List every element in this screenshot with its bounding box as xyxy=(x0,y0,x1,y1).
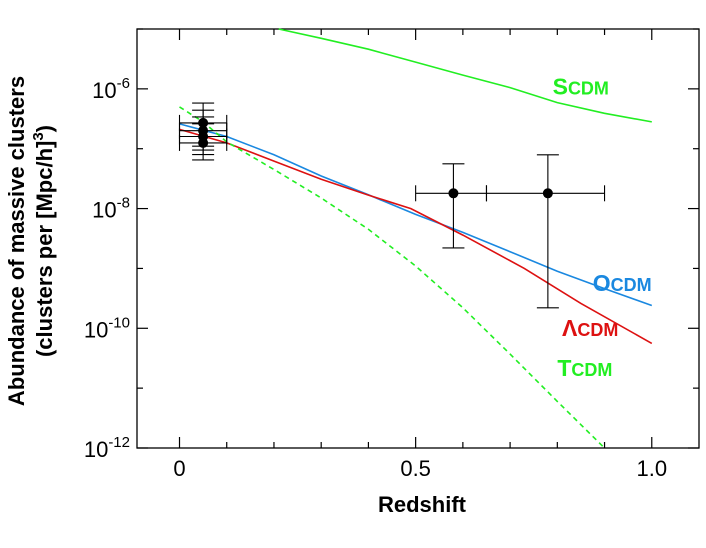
series-label-tcdm: TCDM xyxy=(557,355,612,381)
x-axis-title: Redshift xyxy=(378,492,467,517)
data-point xyxy=(198,137,209,148)
series-label-cdm: ΛCDM xyxy=(562,315,618,341)
x-tick-label: 0.5 xyxy=(400,456,431,481)
x-tick-label: 0 xyxy=(173,456,185,481)
y-tick-label: 10-6 xyxy=(92,75,130,103)
y-axis-title-line1: Abundance of massive clusters xyxy=(4,76,29,406)
series-line-ocdm xyxy=(179,123,653,307)
series-label-scdm: SCDM xyxy=(553,74,609,100)
y-axis-title-line2: (clusters per [Mpc/h]3) xyxy=(30,125,57,357)
y-tick-label: 10-10 xyxy=(84,314,130,342)
y-tick-label: 10-12 xyxy=(84,434,130,462)
series-line-cdm xyxy=(179,128,653,345)
x-tick-label: 1.0 xyxy=(636,456,667,481)
series-line-scdm xyxy=(278,28,652,123)
plot-frame xyxy=(136,28,700,449)
series-label-ocdm: OCDM xyxy=(593,270,652,296)
y-tick-label: 10-8 xyxy=(92,195,130,223)
series-line-tcdm xyxy=(179,106,606,449)
data-point xyxy=(448,188,459,199)
data-point xyxy=(542,188,553,199)
